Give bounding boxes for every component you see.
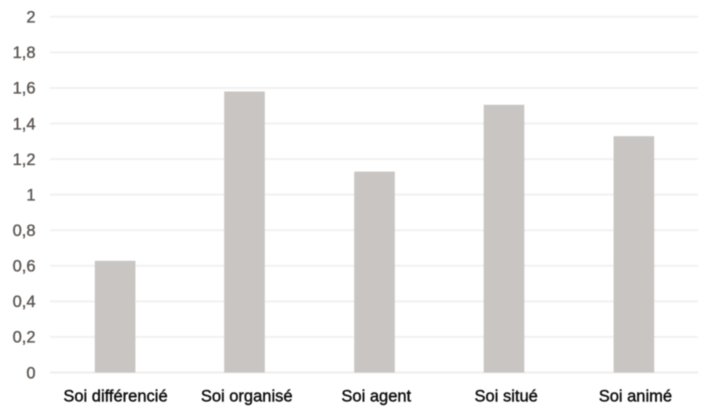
svg-text:0: 0 — [26, 364, 35, 382]
svg-text:Soi différencié: Soi différencié — [63, 387, 167, 405]
svg-text:0,4: 0,4 — [13, 293, 36, 311]
svg-text:1,2: 1,2 — [13, 151, 36, 169]
svg-text:1: 1 — [26, 187, 35, 205]
svg-text:2: 2 — [26, 9, 35, 27]
svg-text:1,4: 1,4 — [13, 115, 36, 133]
svg-text:0,2: 0,2 — [13, 329, 36, 347]
svg-text:0,8: 0,8 — [13, 222, 36, 240]
svg-text:Soi situé: Soi situé — [475, 387, 538, 405]
svg-text:1,8: 1,8 — [13, 44, 36, 62]
svg-text:Soi animé: Soi animé — [599, 387, 672, 405]
svg-text:Soi organisé: Soi organisé — [201, 387, 293, 405]
svg-text:1,6: 1,6 — [13, 80, 36, 98]
svg-text:0,6: 0,6 — [13, 258, 36, 276]
svg-text:Soi agent: Soi agent — [341, 387, 411, 405]
